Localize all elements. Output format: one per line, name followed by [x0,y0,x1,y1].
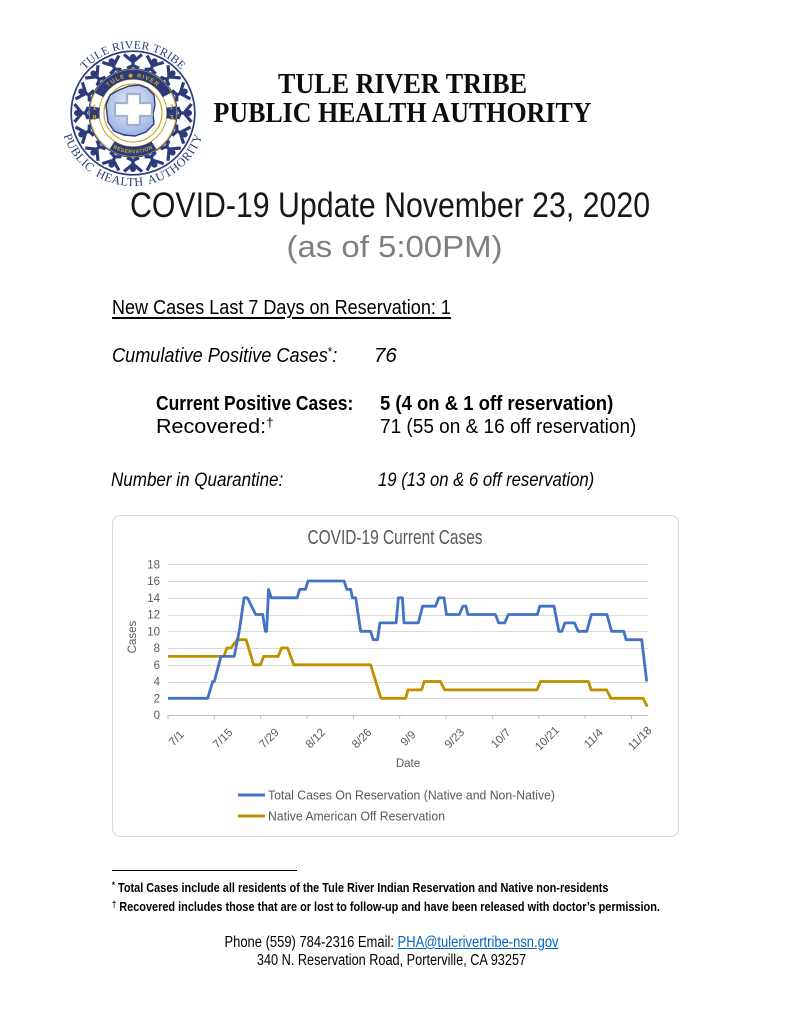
svg-text:8: 8 [154,643,160,655]
svg-text:14: 14 [147,593,160,605]
svg-text:2: 2 [154,693,160,705]
svg-text:12: 12 [147,610,160,622]
svg-text:Cases: Cases [127,620,139,653]
svg-text:6: 6 [154,660,160,672]
svg-text:Native American Off Reservatio: Native American Off Reservation [268,810,445,824]
svg-text:7: 7 [170,103,174,112]
svg-text:Total Cases On Reservation (Na: Total Cases On Reservation (Native and N… [268,789,555,803]
svg-text:10: 10 [147,626,160,638]
svg-text:0: 0 [154,710,160,722]
svg-text:16: 16 [147,576,160,588]
svg-text:4: 4 [154,677,161,689]
svg-text:COVID-19 Current Cases: COVID-19 Current Cases [308,527,483,549]
svg-text:Date: Date [396,758,420,770]
svg-text:3: 3 [170,113,174,122]
svg-text:1: 1 [92,103,96,112]
svg-text:RESERVATION: RESERVATION [112,144,154,155]
svg-text:18: 18 [147,559,160,571]
svg-text:8: 8 [92,113,96,122]
